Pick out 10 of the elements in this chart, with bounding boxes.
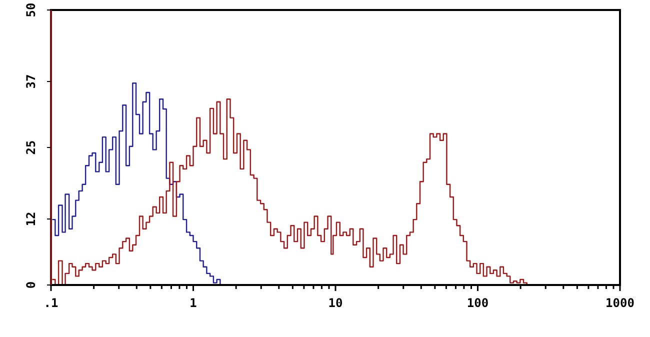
x-tick-label: 1000 <box>606 296 634 310</box>
y-tick-label: 37 <box>24 74 38 89</box>
y-tick-label: 0 <box>24 281 38 289</box>
y-tick-label: 25 <box>24 140 38 155</box>
x-tick-label: 1 <box>190 296 197 310</box>
y-tick-label: 12 <box>24 212 38 226</box>
y-tick-label: 50 <box>24 2 38 18</box>
x-tick-label: 10 <box>328 296 343 310</box>
x-tick-label: 100 <box>466 296 489 310</box>
x-tick-label: .1 <box>44 296 58 310</box>
